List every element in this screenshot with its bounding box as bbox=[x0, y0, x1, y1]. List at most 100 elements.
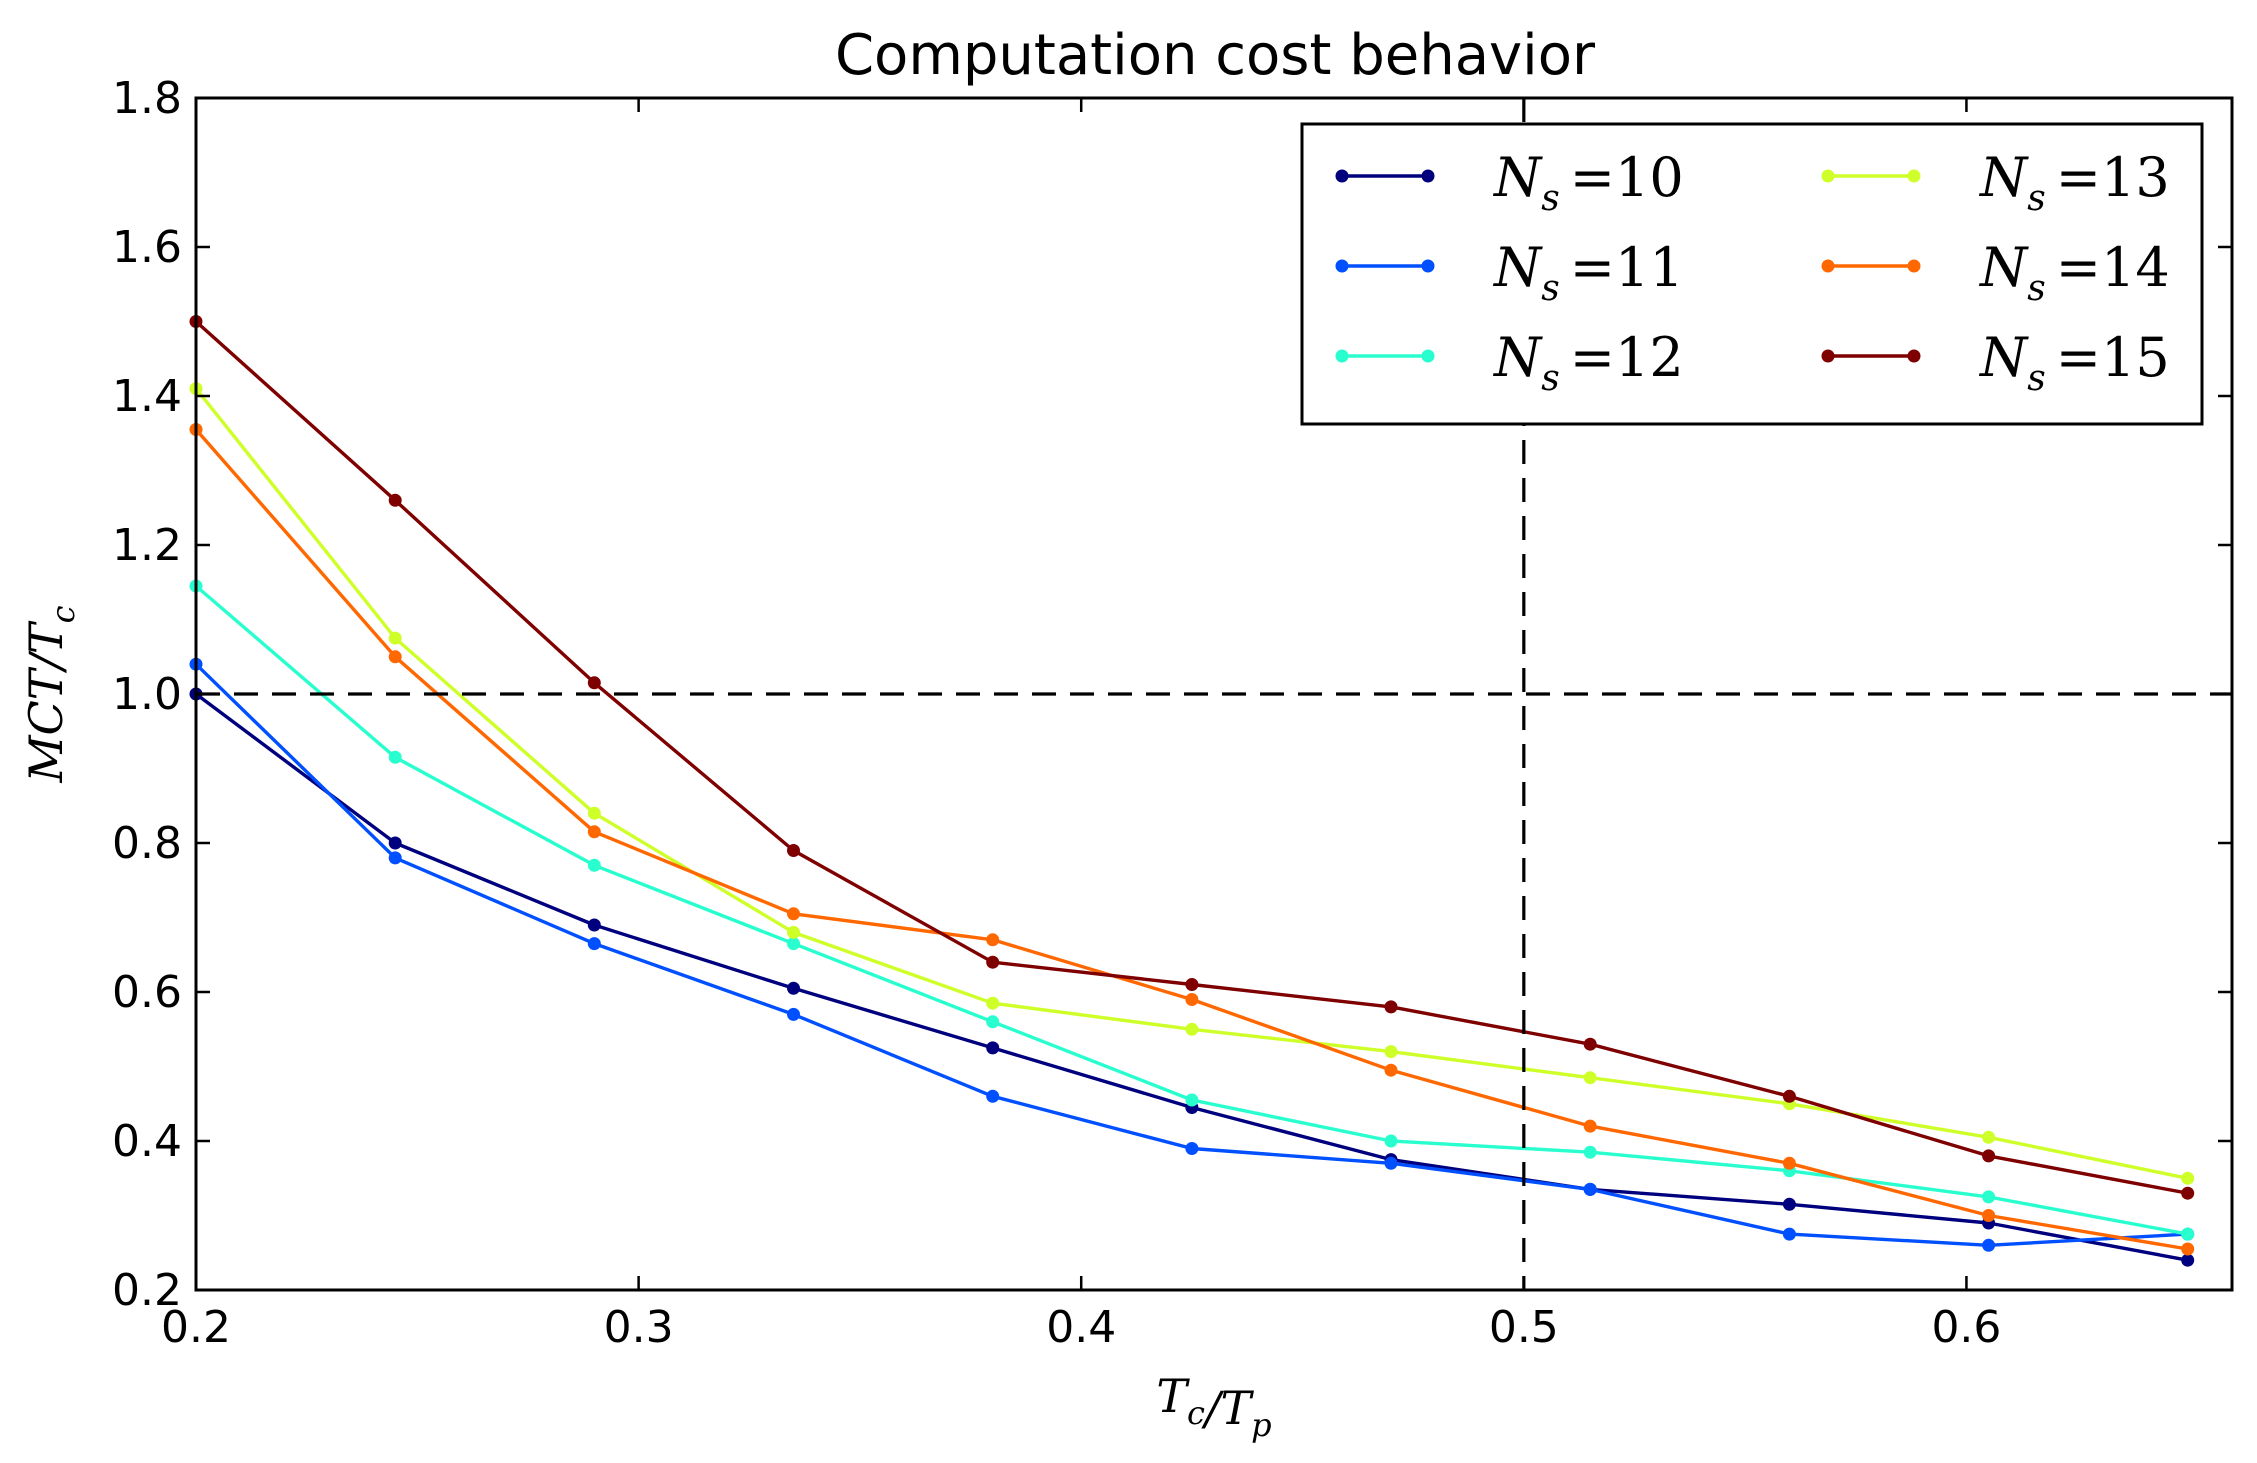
data-point-s2-5 bbox=[986, 1089, 1000, 1103]
legend-marker-end bbox=[1907, 259, 1921, 273]
legend-marker-end bbox=[1421, 259, 1435, 273]
data-point-s3-7 bbox=[1384, 1134, 1398, 1148]
y-tick-label-4: 0.8 bbox=[112, 818, 182, 869]
data-point-s5-9 bbox=[1782, 1156, 1796, 1170]
data-point-s6-11 bbox=[2181, 1186, 2195, 1200]
data-point-s2-4 bbox=[787, 1007, 800, 1021]
y-tick-label-7: 1.4 bbox=[112, 371, 182, 422]
legend: Ns =10 Ns =11 Ns =12 Ns =13 Ns =14 Ns =15 bbox=[1300, 122, 2204, 426]
data-point-s3-11 bbox=[2181, 1227, 2195, 1241]
legend-item-5: Ns =14 bbox=[1821, 236, 2170, 309]
data-point-s5-6 bbox=[1185, 993, 1199, 1006]
legend-marker-start bbox=[1821, 259, 1835, 273]
y-tick-label-9: 1.8 bbox=[112, 73, 182, 124]
legend-marker-start bbox=[1335, 259, 1349, 273]
y-tick-label-6: 1.2 bbox=[112, 520, 182, 571]
legend-marker-start bbox=[1821, 349, 1835, 363]
data-point-s5-7 bbox=[1384, 1063, 1398, 1077]
legend-marker-end bbox=[1907, 169, 1921, 183]
plot-data bbox=[189, 315, 2195, 1267]
legend-marker-end bbox=[1421, 349, 1435, 363]
data-point-s4-7 bbox=[1384, 1045, 1398, 1059]
data-point-s2-10 bbox=[1982, 1238, 1996, 1252]
data-point-s3-4 bbox=[787, 937, 800, 951]
data-point-s3-8 bbox=[1583, 1145, 1597, 1159]
x-tick-label-3: 0.4 bbox=[1046, 1302, 1116, 1353]
data-point-s6-6 bbox=[1185, 978, 1199, 991]
data-point-s4-8 bbox=[1583, 1071, 1597, 1085]
x-tick-label-2: 0.3 bbox=[604, 1302, 674, 1353]
x-axis-label: Tc/Tp bbox=[1156, 1369, 1271, 1444]
data-point-s2-3 bbox=[587, 937, 601, 951]
legend-label: Ns =15 bbox=[1978, 326, 2170, 399]
legend-box bbox=[1300, 122, 2204, 426]
data-point-s2-8 bbox=[1583, 1182, 1597, 1196]
x-tick-label-1: 0.2 bbox=[161, 1302, 231, 1353]
legend-label: Ns =12 bbox=[1492, 326, 1684, 399]
legend-marker-start bbox=[1821, 169, 1835, 183]
data-point-s1-4 bbox=[787, 981, 800, 995]
legend-item-3: Ns =12 bbox=[1335, 326, 1684, 399]
data-point-s6-2 bbox=[388, 493, 402, 507]
data-point-s5-8 bbox=[1583, 1119, 1597, 1133]
data-point-s2-7 bbox=[1384, 1156, 1398, 1170]
legend-marker-start bbox=[1335, 349, 1349, 363]
data-point-s1-3 bbox=[587, 918, 601, 932]
data-point-s5-2 bbox=[388, 650, 402, 664]
legend-label: Ns =13 bbox=[1978, 146, 2170, 219]
legend-label: Ns =11 bbox=[1492, 236, 1684, 309]
data-point-s4-4 bbox=[787, 925, 800, 939]
legend-item-6: Ns =15 bbox=[1821, 326, 2170, 399]
data-point-s2-2 bbox=[388, 851, 402, 865]
data-point-s5-4 bbox=[787, 907, 800, 921]
data-point-s6-4 bbox=[787, 844, 800, 857]
data-point-s5-3 bbox=[587, 825, 601, 839]
data-point-s6-7 bbox=[1384, 1000, 1398, 1014]
data-point-s1-9 bbox=[1782, 1197, 1796, 1211]
y-axis-label: MCT/Tc bbox=[19, 605, 82, 783]
data-point-s6-9 bbox=[1782, 1089, 1796, 1103]
x-tick-label-4: 0.5 bbox=[1489, 1302, 1559, 1353]
y-axis-label-text: MCT/Tc bbox=[19, 605, 82, 783]
legend-label: Ns =14 bbox=[1978, 236, 2170, 309]
legend-marker-start bbox=[1335, 169, 1349, 183]
data-point-s3-2 bbox=[388, 750, 402, 764]
y-tick-label-5: 1.0 bbox=[112, 669, 182, 720]
legend-marker-end bbox=[1907, 349, 1921, 363]
x-tick-label-5: 0.6 bbox=[1931, 1302, 2001, 1353]
legend-marker-end bbox=[1421, 169, 1435, 183]
data-point-s4-3 bbox=[587, 806, 601, 820]
legend-label: Ns =10 bbox=[1492, 146, 1684, 219]
data-point-s1-2 bbox=[388, 836, 402, 850]
y-tick-label-2: 0.4 bbox=[112, 1116, 182, 1167]
x-axis-label-text: Tc/Tp bbox=[1156, 1369, 1271, 1444]
data-point-s5-11 bbox=[2181, 1242, 2195, 1256]
data-point-s4-2 bbox=[388, 631, 402, 645]
axes: 0.2 0.3 0.4 0.5 0.6 0.2 0.4 0.6 0.8 1.0 1.2 1.4 1.6 1… bbox=[112, 73, 2234, 1353]
data-point-s5-10 bbox=[1982, 1209, 1996, 1222]
chart-title: Computation cost behavior bbox=[835, 23, 1596, 88]
y-tick-label-1: 0.2 bbox=[112, 1265, 182, 1316]
data-point-s6-10 bbox=[1982, 1149, 1996, 1163]
data-point-s1-5 bbox=[986, 1041, 1000, 1055]
data-point-s4-11 bbox=[2181, 1171, 2195, 1185]
data-point-s6-3 bbox=[587, 676, 601, 690]
data-point-s3-5 bbox=[986, 1015, 1000, 1029]
y-tick-label-8: 1.6 bbox=[112, 222, 182, 273]
data-point-s3-10 bbox=[1982, 1190, 1996, 1204]
data-point-s3-6 bbox=[1185, 1093, 1199, 1107]
data-point-s2-6 bbox=[1185, 1142, 1199, 1155]
data-point-s6-5 bbox=[986, 955, 1000, 969]
legend-item-4: Ns =13 bbox=[1821, 146, 2170, 219]
legend-item-2: Ns =11 bbox=[1335, 236, 1684, 309]
data-point-s2-9 bbox=[1782, 1227, 1796, 1241]
data-point-s6-8 bbox=[1583, 1037, 1597, 1051]
y-tick-label-3: 0.6 bbox=[112, 967, 182, 1018]
data-point-s1-11 bbox=[2181, 1253, 2195, 1267]
data-point-s4-5 bbox=[986, 996, 1000, 1010]
legend-item-1: Ns =10 bbox=[1335, 146, 1684, 219]
data-point-s5-5 bbox=[986, 933, 1000, 947]
data-point-s4-6 bbox=[1185, 1022, 1199, 1036]
data-point-s4-10 bbox=[1982, 1130, 1996, 1144]
